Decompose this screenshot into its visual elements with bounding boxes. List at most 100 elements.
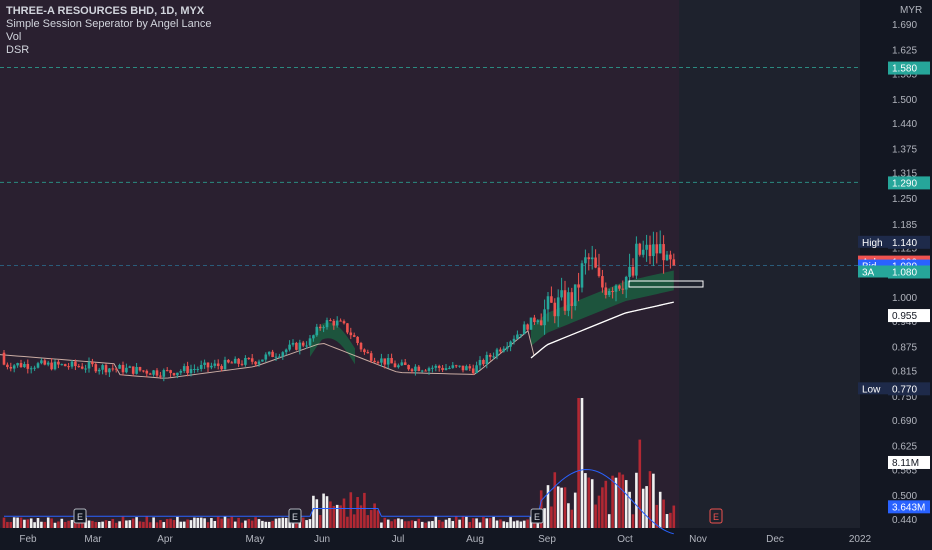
candle (434, 365, 438, 368)
candle (223, 359, 227, 370)
candle (220, 365, 223, 370)
volume-bar (172, 520, 176, 528)
volume-bar (169, 518, 172, 528)
candle (237, 358, 240, 364)
volume-bar (230, 516, 234, 528)
volume-bar (522, 520, 526, 528)
candle (550, 296, 553, 303)
candle (210, 365, 213, 368)
candle (614, 285, 618, 292)
volume-bar (662, 499, 665, 528)
volume-bar (655, 504, 659, 528)
volume-bar (366, 515, 370, 528)
volume-bar (223, 516, 227, 528)
candle (628, 266, 631, 277)
volume-bar (318, 515, 322, 528)
candle (546, 296, 550, 310)
volume-bar (77, 519, 81, 528)
candle (305, 345, 308, 347)
candle (182, 366, 186, 371)
time-scale-background (0, 528, 932, 550)
candle (84, 368, 87, 370)
volume-bar (567, 503, 570, 528)
volume-bar (315, 499, 319, 528)
future-background (679, 0, 860, 528)
volume-bar (250, 520, 254, 528)
candle (393, 363, 397, 368)
candle (512, 338, 516, 342)
candle (288, 344, 291, 350)
volume-bar (458, 519, 461, 528)
indicator-volume[interactable]: Vol (6, 31, 22, 43)
volume-bar (519, 521, 523, 528)
candle (57, 361, 60, 365)
svg-text:Low: Low (862, 384, 881, 395)
volume-bar (499, 519, 502, 528)
volume-bar (516, 520, 519, 528)
volume-bar (373, 503, 376, 528)
volume-bar (424, 522, 427, 528)
volume-bar (142, 521, 145, 528)
time-tick-label: Sep (538, 534, 556, 545)
volume-bar (213, 521, 217, 528)
time-tick-label: Aug (466, 534, 484, 545)
indicator-session-separator[interactable]: Simple Session Seperator by Angel Lance (6, 18, 212, 30)
volume-bar (414, 521, 417, 528)
svg-text:0.955: 0.955 (892, 311, 917, 322)
svg-text:1.580: 1.580 (892, 64, 917, 75)
volume-bar (322, 493, 325, 528)
volume-bar (206, 522, 210, 528)
candle (274, 356, 278, 358)
volume-bar (131, 518, 135, 528)
indicator-dsr[interactable]: DSR (6, 44, 30, 56)
volume-bar (563, 487, 567, 528)
volume-bar (278, 518, 281, 528)
volume-bar (104, 520, 108, 528)
volume-bar (16, 517, 19, 528)
volume-bar (176, 516, 179, 528)
candle (567, 292, 570, 311)
volume-bar (91, 520, 94, 528)
candle (46, 362, 50, 365)
candle (366, 352, 370, 354)
candle (611, 290, 614, 292)
candle (475, 365, 478, 374)
volume-bar (546, 485, 550, 528)
volume-bar (53, 522, 57, 528)
volume-bar (114, 522, 118, 528)
volume-bar (284, 518, 288, 528)
earnings-marker-label: E (713, 512, 719, 522)
candle (325, 320, 329, 328)
volume-bar (556, 486, 560, 528)
candle (376, 362, 380, 364)
candle (271, 351, 274, 357)
volume-bar (431, 521, 434, 528)
candle (658, 244, 662, 254)
candle (19, 363, 23, 368)
candle (135, 366, 138, 374)
volume-bar (247, 519, 251, 528)
volume-bar (448, 518, 451, 528)
candle (431, 367, 434, 369)
price-tick-label: 0.690 (892, 416, 917, 427)
symbol-title[interactable]: THREE-A RESOURCES BHD, 1D, MYX (6, 5, 205, 17)
volume-bar (332, 506, 336, 528)
candle (652, 244, 655, 257)
session-background (0, 0, 679, 528)
volume-bar (40, 521, 43, 528)
volume-bar (363, 492, 366, 528)
candle (577, 284, 580, 288)
ema-ribbon (531, 270, 674, 347)
currency-label[interactable]: MYR (900, 5, 923, 16)
candle (560, 290, 563, 298)
candle (495, 349, 499, 357)
volume-bar (560, 487, 563, 528)
price-badge: 8.11M (888, 455, 930, 469)
candle (352, 335, 356, 337)
volume-bar (390, 521, 393, 528)
volume-bar (495, 520, 499, 528)
candle (176, 372, 179, 376)
candle (553, 302, 557, 317)
